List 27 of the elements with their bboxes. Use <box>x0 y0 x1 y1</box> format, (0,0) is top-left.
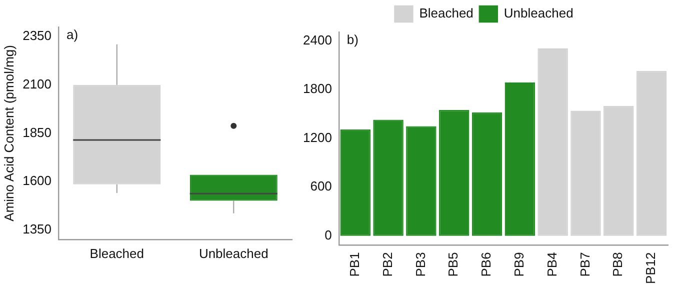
y-tick-label: 1850 <box>22 124 52 140</box>
y-tick-label: 1800 <box>303 81 332 96</box>
y-tick-label: 2400 <box>303 32 332 48</box>
x-tick-label: PB12 <box>643 252 658 284</box>
y-tick-label: 1600 <box>22 173 52 188</box>
x-tick-label: PB2 <box>380 252 395 277</box>
y-tick-label: 2350 <box>22 28 52 44</box>
x-tick-label: PB5 <box>446 252 461 277</box>
annotation: a) <box>66 27 78 42</box>
y-tick-label: 600 <box>310 178 332 194</box>
x-tick-label: Unbleached <box>198 246 268 261</box>
y-tick-label: 0 <box>324 227 332 242</box>
x-tick-label: PB6 <box>478 252 494 277</box>
y-tick-label: 2100 <box>22 76 52 92</box>
x-tick-label: PB9 <box>511 252 526 277</box>
y-tick-label: 1350 <box>22 221 52 236</box>
x-tick-label: PB3 <box>412 252 428 277</box>
y-axis-title: Amino Acid Content (pmol/mg) <box>1 45 16 222</box>
x-tick-label: PB8 <box>610 252 626 277</box>
legend-label: Bleached <box>419 6 474 21</box>
x-tick-label: Bleached <box>90 246 144 261</box>
x-tick-label: PB1 <box>346 252 362 277</box>
x-tick-label: PB4 <box>544 252 560 277</box>
x-tick-label: PB7 <box>577 252 592 277</box>
annotation: b) <box>346 32 358 48</box>
legend-label: Unbleached <box>504 6 574 21</box>
y-tick-label: 1200 <box>303 130 332 145</box>
